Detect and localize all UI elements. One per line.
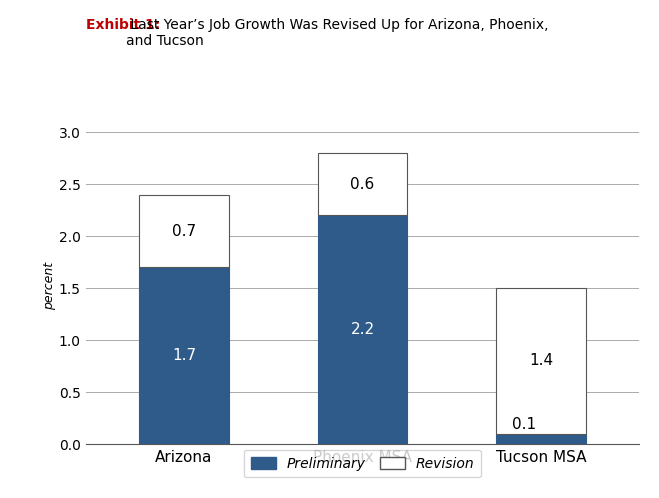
Text: 2016-2017: 2016-2017 [324, 111, 401, 124]
Text: 1.4: 1.4 [529, 354, 553, 369]
Bar [139, 267, 229, 444]
Text: 0.7: 0.7 [172, 224, 196, 239]
Y-axis label: percent: percent [43, 261, 56, 310]
Text: 0.1: 0.1 [511, 417, 536, 432]
Bar [318, 153, 407, 216]
Text: Preliminary and Revised Job Growth Rates: Preliminary and Revised Job Growth Rates [164, 86, 561, 105]
Text: 1.7: 1.7 [172, 348, 196, 363]
Bar [496, 288, 586, 434]
Bar [318, 216, 407, 444]
Text: 0.6: 0.6 [351, 177, 374, 192]
Text: Last Year’s Job Growth Was Revised Up for Arizona, Phoenix,
and Tucson: Last Year’s Job Growth Was Revised Up fo… [126, 18, 548, 48]
Text: Exhibit 1:: Exhibit 1: [86, 18, 160, 32]
Legend: Preliminary, Revision: Preliminary, Revision [244, 450, 481, 478]
Text: 2.2: 2.2 [351, 322, 374, 337]
Bar [496, 434, 586, 444]
Bar [139, 195, 229, 267]
